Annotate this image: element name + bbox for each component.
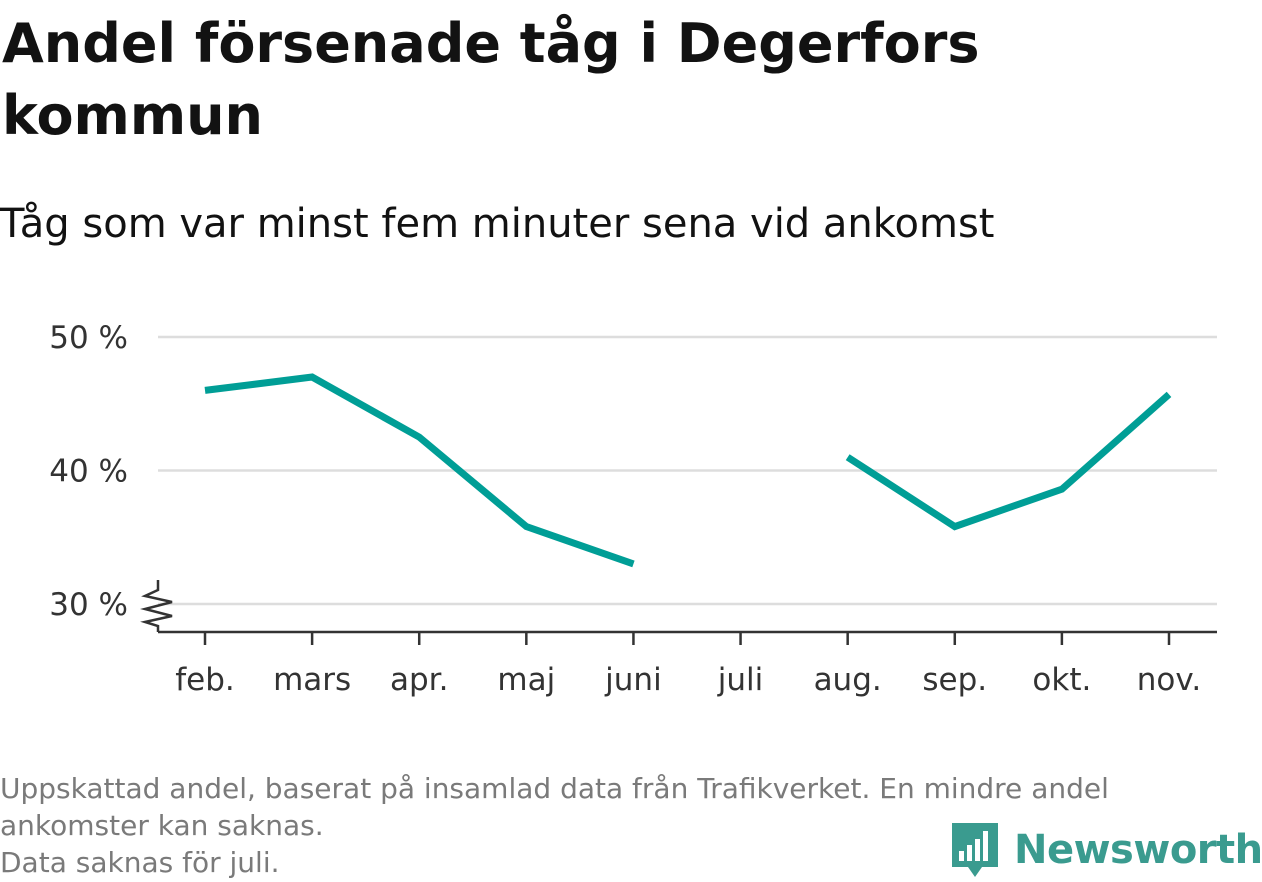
y-tick-label: 50 %: [49, 320, 128, 356]
footnote-line-1: Uppskattad andel, baserat på insamlad da…: [0, 772, 1109, 805]
x-tick-label: okt.: [1032, 662, 1091, 698]
x-tick-label: maj: [497, 662, 555, 698]
footnote: Uppskattad andel, baserat på insamlad da…: [0, 770, 1109, 881]
footnote-line-3: Data saknas för juli.: [0, 846, 280, 879]
axis-break-icon: [140, 580, 173, 632]
y-axis-ticks: 30 % 40 % 50 %: [49, 320, 128, 623]
y-tick-label: 40 %: [49, 454, 128, 490]
x-tick-label: mars: [273, 662, 351, 698]
x-tick-label: aug.: [814, 662, 882, 698]
bar-chart-speech-bubble-icon: [952, 823, 998, 877]
chart-subtitle: Tåg som var minst fem minuter sena vid a…: [0, 201, 995, 247]
chart-title: Andel försenade tåg i Degerfors kommun: [2, 12, 980, 147]
series-line-segment: [204, 373, 635, 568]
series-lines: [204, 373, 1172, 568]
footnote-line-2: ankomster kan saknas.: [0, 809, 324, 842]
x-tick-label: nov.: [1137, 662, 1201, 698]
series-line-segment: [845, 391, 1172, 531]
x-axis: [140, 580, 1217, 634]
x-tick-label: sep.: [922, 662, 987, 698]
x-tick-label: feb.: [175, 662, 235, 698]
gridlines: [158, 335, 1217, 606]
newsworthy-logo: Newsworthy: [950, 818, 1262, 882]
x-tick-label: apr.: [390, 662, 448, 698]
x-tick-label: juli: [717, 662, 764, 698]
line-chart: 30 % 40 % 50 % feb. mars apr. maj juni juli aug.…: [49, 320, 1217, 698]
x-axis-ticks: feb. mars apr. maj juni juli aug. sep. okt. nov.: [175, 632, 1201, 698]
logo-wordmark: Newsworthy: [1014, 827, 1262, 873]
y-tick-label: 30 %: [49, 587, 128, 623]
x-tick-label: juni: [604, 662, 662, 698]
